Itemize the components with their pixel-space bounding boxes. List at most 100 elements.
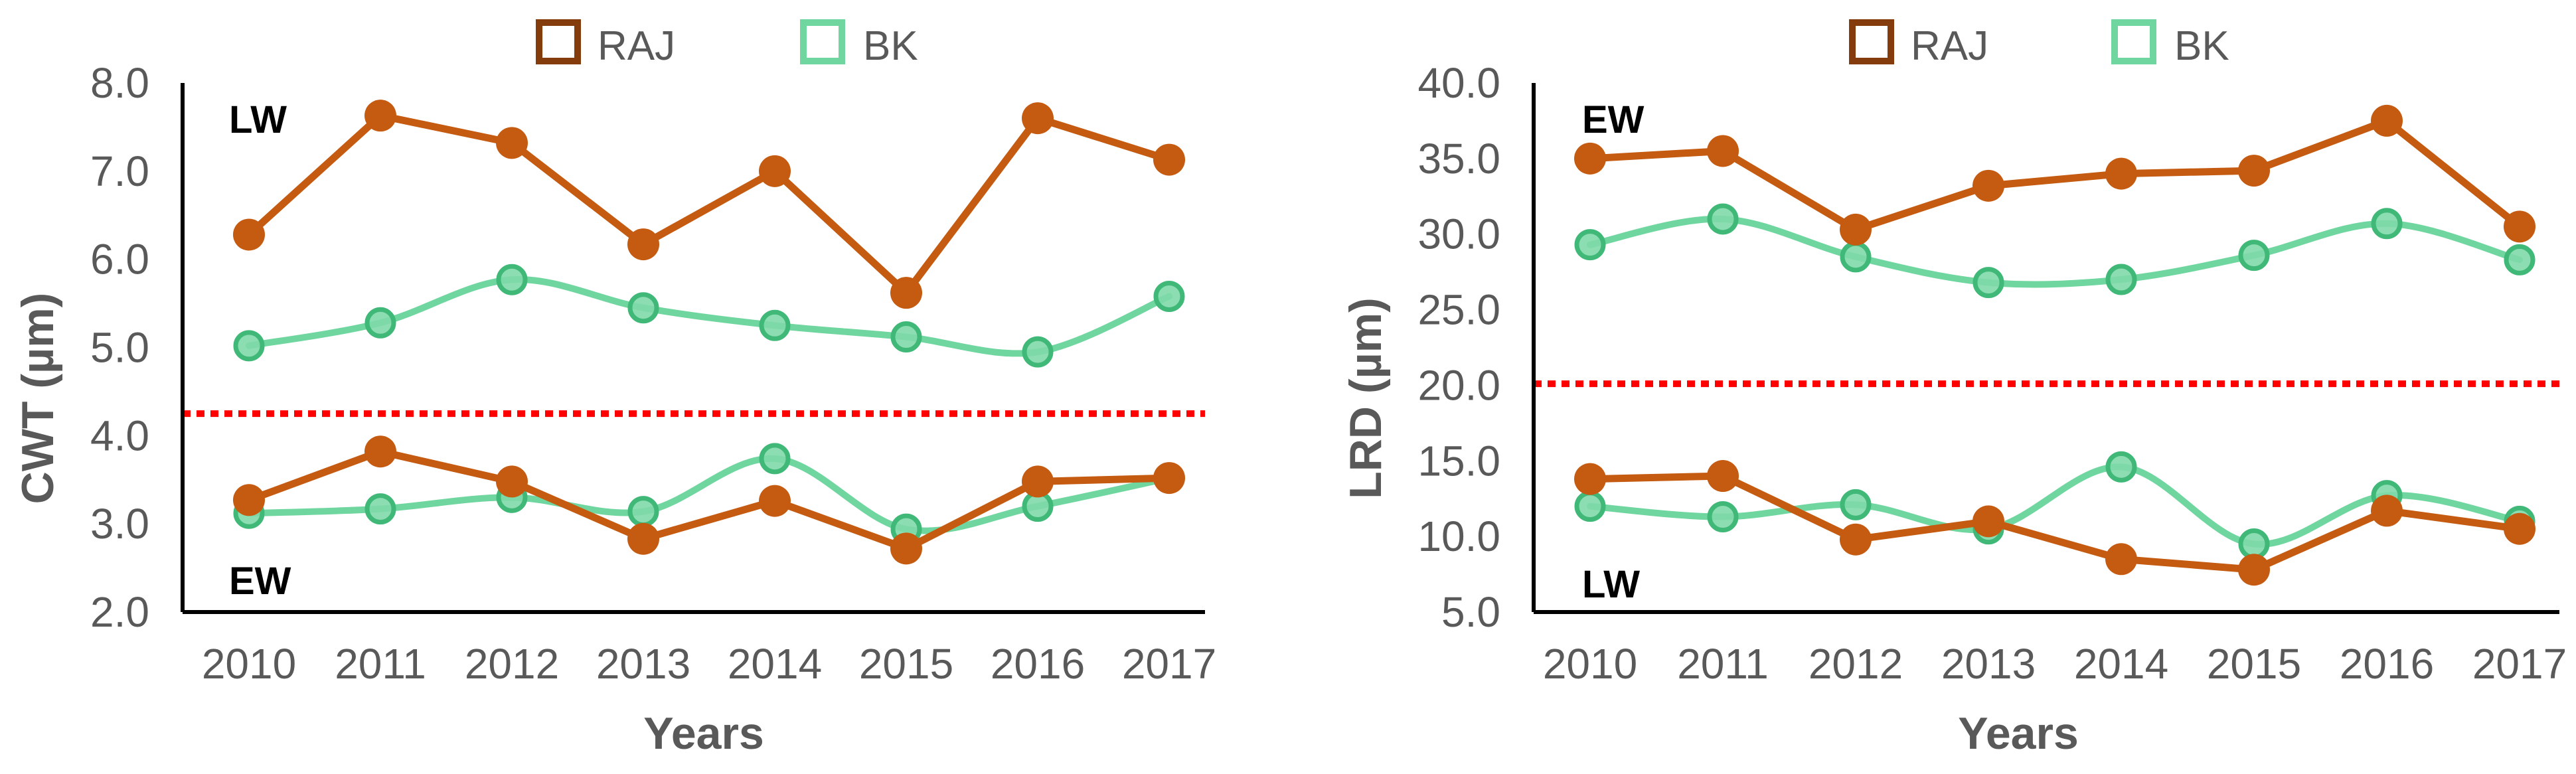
data-point-raj (496, 127, 528, 159)
data-point-raj (1153, 462, 1185, 495)
x-tick-label: 2017 (1122, 640, 1216, 688)
x-tick-label: 2012 (465, 640, 559, 688)
data-point-bk (2105, 264, 2137, 295)
legend: RAJ BK (1849, 19, 2229, 69)
y-tick-label: 20.0 (1417, 361, 1500, 409)
data-point-raj (759, 155, 791, 187)
x-tick-labels: 2010 2011 2012 2013 2014 2015 2016 2017 (202, 640, 1216, 688)
data-point-bk (496, 264, 528, 295)
cwt-chart: RAJ BK CWT (µm) Years LW EW 2.0 3.0 4.0 5.0… (13, 19, 1216, 759)
y-tick-label: 30.0 (1417, 210, 1500, 258)
legend-bk-label: BK (2174, 23, 2229, 69)
x-tick-label: 2016 (2340, 640, 2434, 688)
x-tick-label: 2015 (2207, 640, 2301, 688)
data-point-raj (627, 522, 659, 555)
data-point-bk (2238, 240, 2270, 271)
data-point-bk (1574, 229, 1606, 261)
y-tick-labels: 2.0 3.0 4.0 5.0 6.0 7.0 8.0 (90, 59, 149, 636)
series-raj-ew (233, 435, 1185, 565)
y-tick-label: 5.0 (90, 324, 149, 372)
x-tick-label: 2014 (2074, 640, 2168, 688)
data-point-raj (890, 532, 922, 565)
data-point-bk (2504, 244, 2536, 275)
lrd-chart: RAJ BK LRD (µm) Years EW LW 5.0 10.0 15.0 2… (1340, 19, 2567, 759)
series-bk-ew (1574, 203, 2536, 299)
x-tick-labels: 2010 2011 2012 2013 2014 2015 2016 2017 (1543, 640, 2567, 688)
data-point-bk (1022, 336, 1054, 368)
legend-bk-label: BK (863, 23, 918, 69)
x-tick-label: 2014 (728, 640, 822, 688)
data-point-raj (759, 485, 791, 517)
x-tick-label: 2013 (1941, 640, 2036, 688)
data-point-bk (1972, 267, 2004, 299)
data-point-raj (2371, 495, 2403, 527)
data-point-raj (2105, 157, 2137, 190)
data-point-raj (233, 484, 265, 516)
data-point-bk (1707, 501, 1739, 533)
y-tick-label: 25.0 (1417, 286, 1500, 334)
data-point-bk (2105, 451, 2137, 483)
y-tick-label: 8.0 (90, 59, 149, 107)
y-tick-label: 7.0 (90, 147, 149, 195)
data-point-bk (233, 330, 265, 362)
data-point-raj (627, 228, 659, 261)
series-line (245, 447, 1173, 552)
data-point-bk (2238, 528, 2270, 560)
series-raj-lw (1574, 460, 2536, 586)
data-point-raj (1840, 213, 1872, 246)
y-tick-labels: 5.0 10.0 15.0 20.0 25.0 30.0 35.0 40.0 (1417, 59, 1500, 636)
data-point-raj (1972, 169, 2004, 202)
series-bk-lw (233, 264, 1185, 368)
region-bottom-label: EW (229, 560, 291, 603)
data-point-raj (496, 465, 528, 498)
legend-raj-swatch (1849, 19, 1894, 64)
y-axis-title: LRD (µm) (1340, 297, 1391, 499)
data-point-bk (759, 309, 791, 341)
data-point-raj (1022, 465, 1054, 498)
region-bottom-label: LW (1582, 563, 1640, 606)
data-point-bk (1840, 489, 1872, 520)
x-tick-label: 2012 (1809, 640, 1903, 688)
data-point-bk (364, 493, 396, 525)
data-point-bk (627, 292, 659, 324)
series-line (1586, 117, 2524, 234)
series-line (1587, 463, 2523, 548)
data-point-raj (1022, 102, 1054, 135)
y-tick-label: 4.0 (90, 412, 149, 459)
data-point-raj (1574, 463, 1606, 495)
axes (1532, 83, 2559, 614)
x-tick-label: 2013 (596, 640, 690, 688)
series-line (245, 112, 1173, 297)
series-group (1574, 104, 2536, 586)
data-point-bk (364, 307, 396, 339)
y-tick-label: 15.0 (1417, 437, 1500, 485)
data-point-raj (1707, 135, 1739, 167)
region-top-label: LW (229, 98, 287, 141)
legend: RAJ BK (536, 19, 918, 69)
data-point-bk (890, 321, 922, 353)
legend-bk-swatch (2111, 19, 2156, 64)
data-point-raj (1972, 505, 2004, 538)
y-tick-label: 5.0 (1441, 588, 1500, 636)
data-point-raj (2105, 543, 2137, 576)
x-tick-label: 2011 (335, 640, 426, 688)
series-raj-lw (233, 100, 1185, 309)
axes (181, 83, 1205, 614)
series-line (1586, 472, 2524, 574)
y-tick-label: 35.0 (1417, 135, 1500, 183)
data-point-raj (1707, 460, 1739, 493)
data-point-raj (1574, 142, 1606, 175)
legend-raj-swatch (536, 19, 581, 64)
region-top-label: EW (1582, 98, 1645, 141)
series-raj-ew (1574, 104, 2536, 246)
series-line (1587, 215, 2523, 288)
y-tick-label: 3.0 (90, 500, 149, 548)
x-tick-label: 2016 (991, 640, 1085, 688)
x-axis-title: Years (1958, 708, 2079, 759)
data-point-raj (2504, 512, 2536, 545)
data-point-bk (759, 443, 791, 475)
series-line (246, 455, 1172, 534)
data-point-bk (1153, 280, 1185, 312)
series-line (246, 275, 1172, 357)
